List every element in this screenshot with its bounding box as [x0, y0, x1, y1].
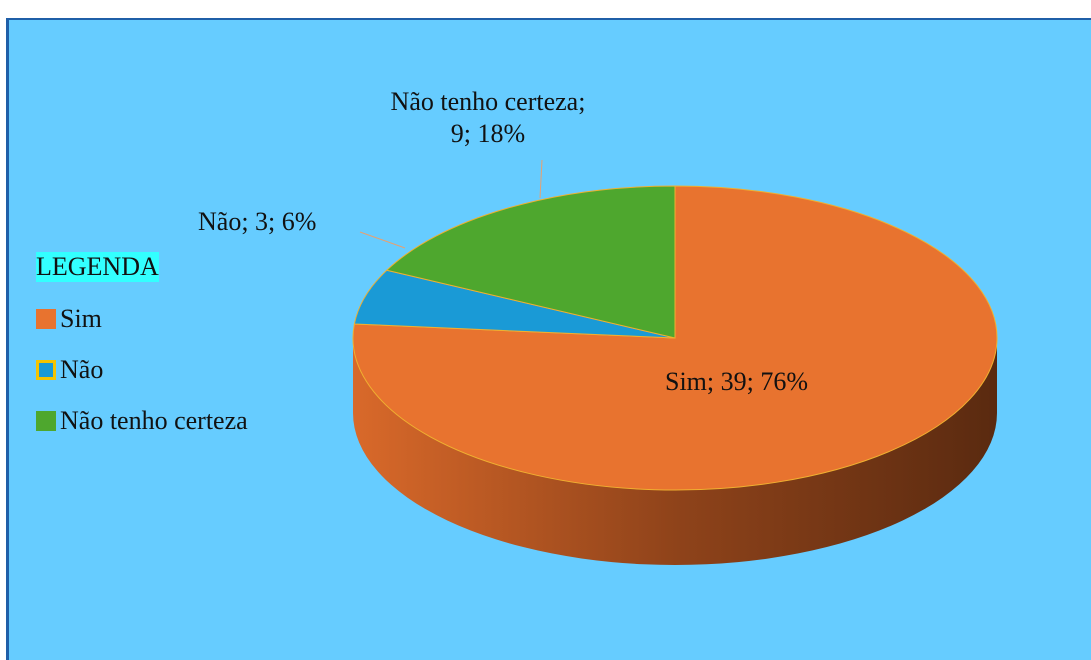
data-label: Sim; 39; 76%: [665, 367, 809, 396]
legend-label: Sim: [60, 304, 102, 333]
legend-swatch: [36, 309, 56, 329]
legend-label: Não: [60, 355, 104, 384]
legend-entry: Não: [36, 355, 103, 385]
leader-line: [539, 159, 543, 199]
data-label: Não tenho certeza; 9; 18%: [390, 87, 586, 148]
pie-slice: [385, 185, 676, 339]
data-label: Não; 3; 6%: [198, 207, 317, 236]
pie-side: [353, 338, 997, 565]
legend-swatch: [36, 411, 56, 431]
legend-swatch: [36, 360, 56, 380]
legend-title-wrap: LEGENDA: [36, 252, 159, 282]
legend-entry: Sim: [36, 304, 102, 334]
leader-line: [359, 231, 406, 249]
legend-label: Não tenho certeza: [60, 406, 248, 435]
legend-title: LEGENDA: [36, 252, 159, 282]
legend-entry: Não tenho certeza: [36, 406, 248, 436]
